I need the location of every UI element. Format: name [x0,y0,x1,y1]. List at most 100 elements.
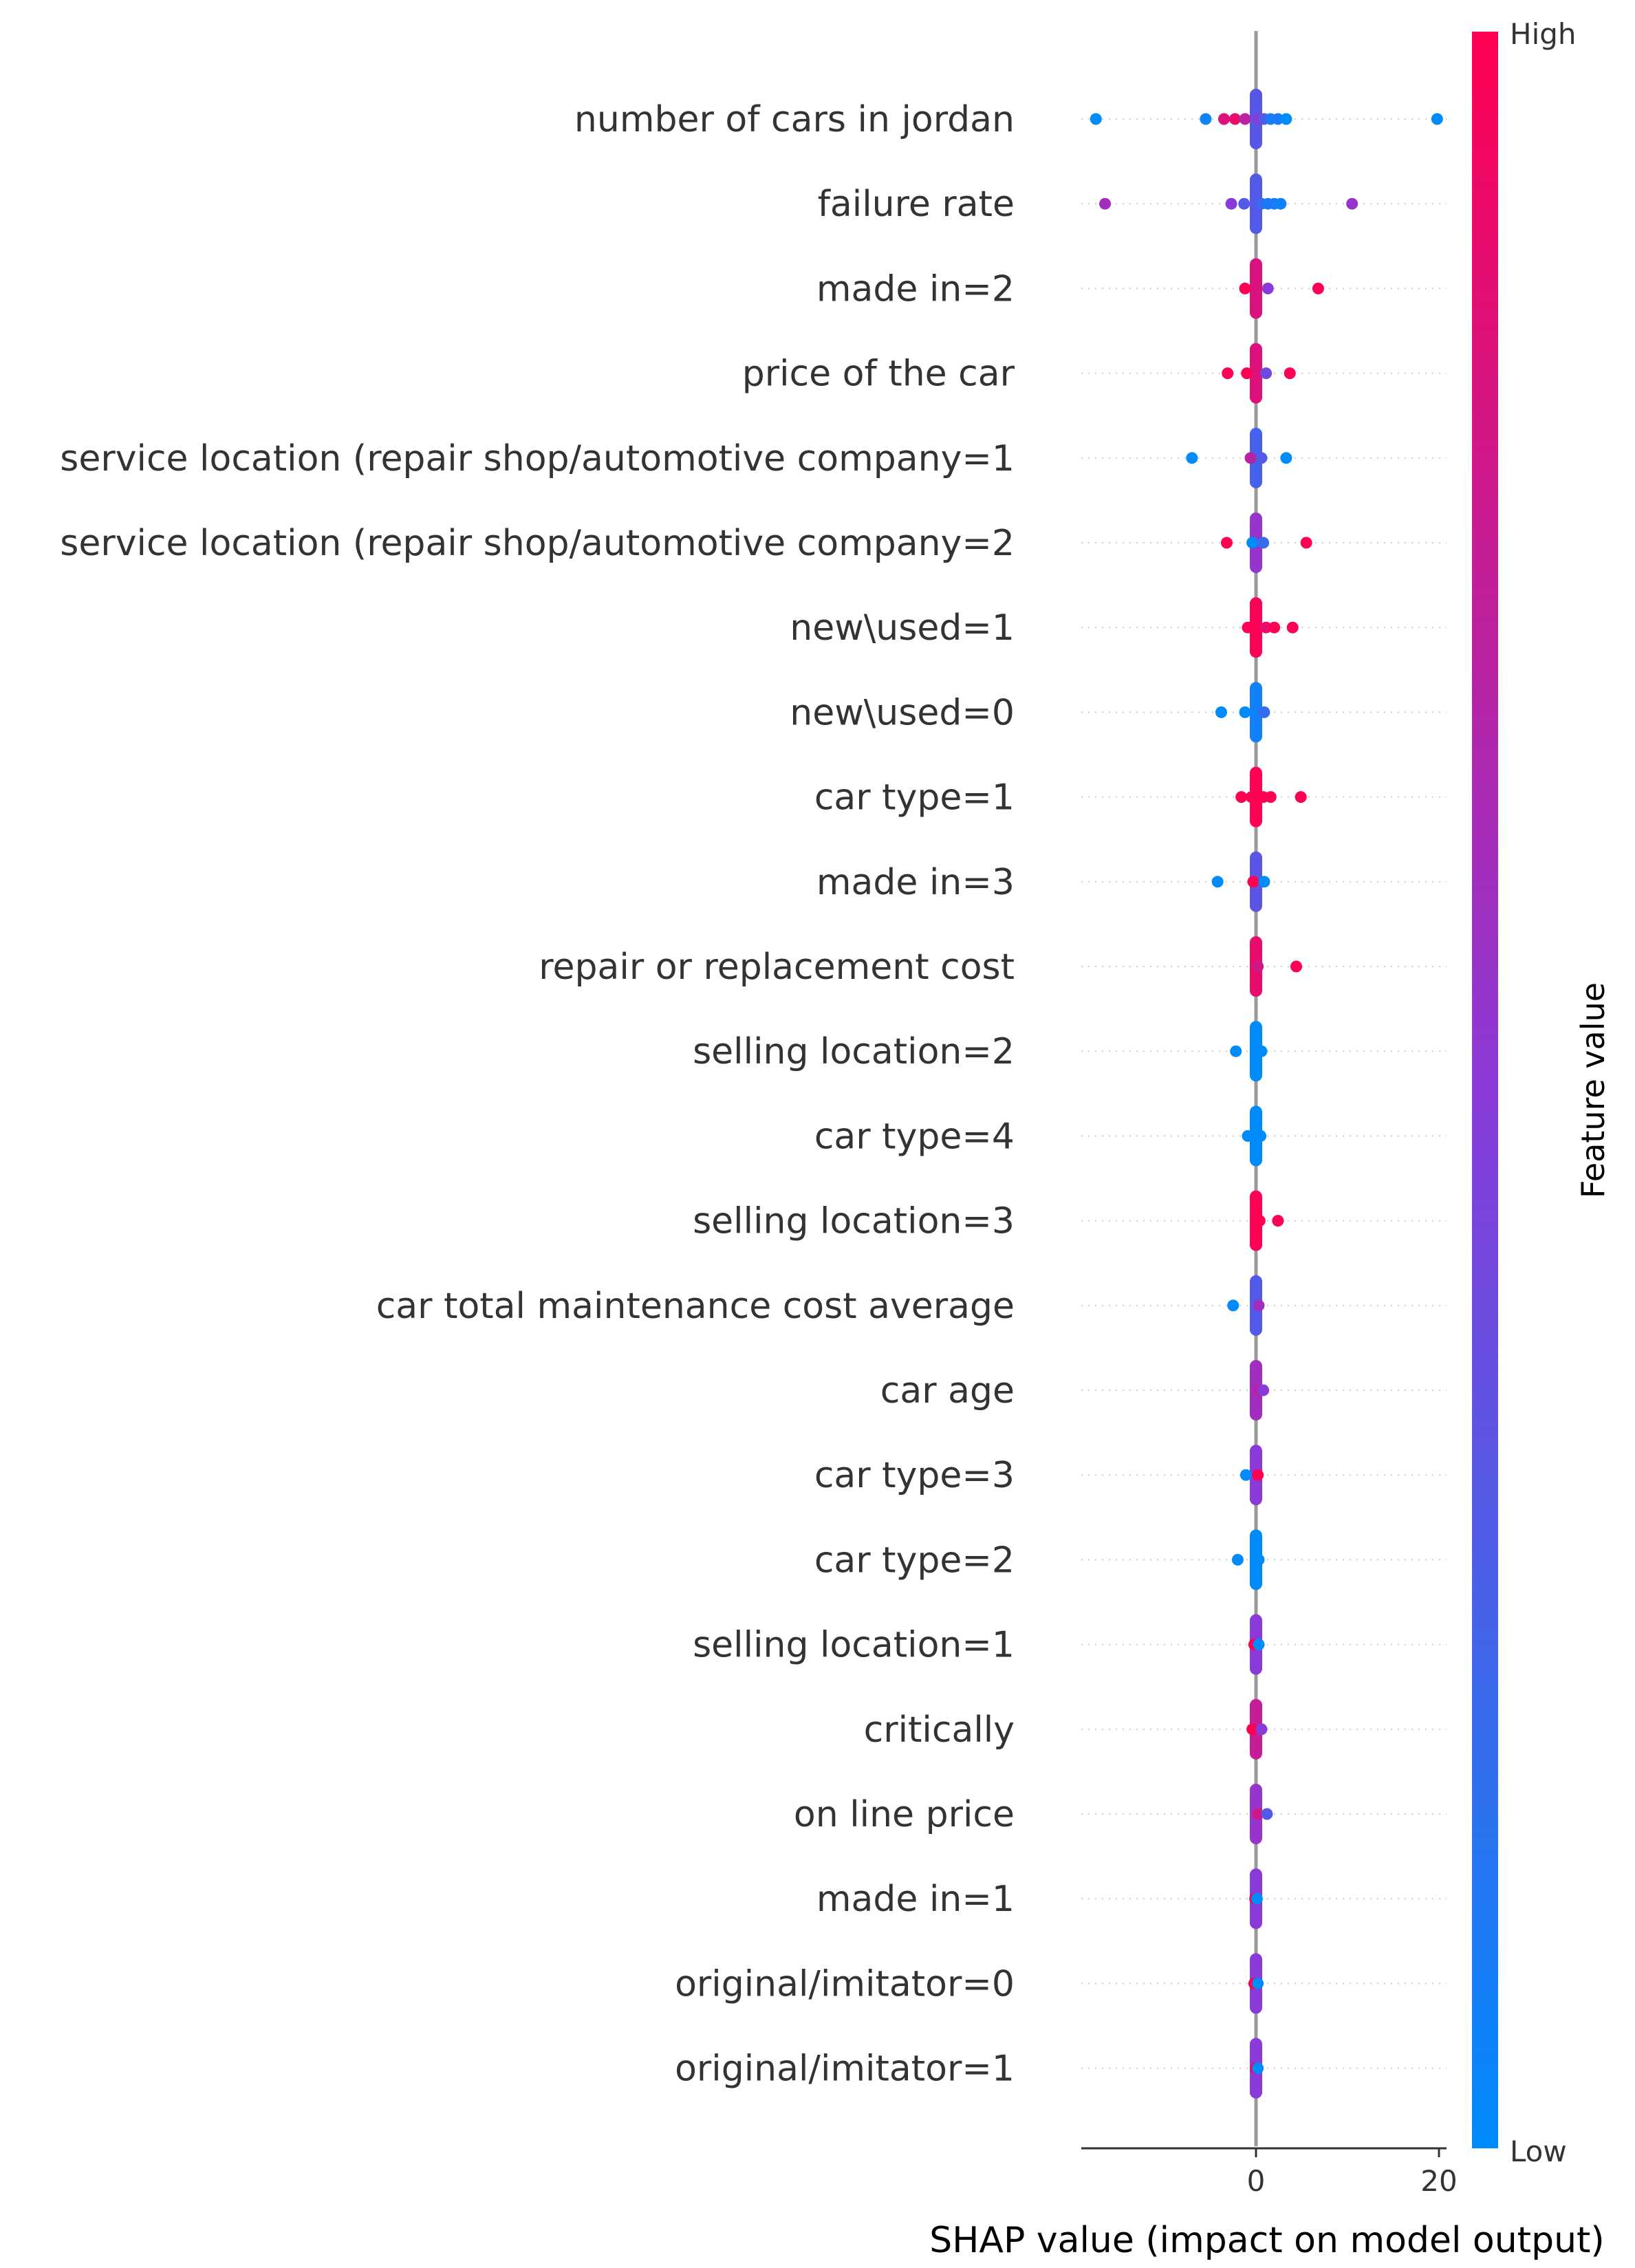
shap-point [1286,621,1299,634]
feature-label: failure rate [818,184,1015,225]
shap-point [1280,452,1292,464]
shap-point [1228,113,1241,125]
shap-point [1312,282,1324,294]
shap-point [1255,1130,1267,1142]
shap-point [1264,791,1277,803]
shap-point [1239,282,1251,294]
shap-point [1272,1215,1284,1227]
shap-point [1255,1045,1268,1057]
shap-point [1252,1469,1264,1481]
shap-point [1272,113,1284,125]
feature-label: made in=1 [816,1879,1015,1920]
shap-point [1275,197,1287,210]
x-axis-title: SHAP value (impact on model output) [929,2220,1604,2261]
shap-point [1220,537,1233,549]
shap-point-cluster [1250,597,1262,658]
feature-label: selling location=1 [693,1625,1015,1666]
shap-point [1252,960,1264,973]
feature-label: new\used=0 [790,692,1015,733]
shap-point [1268,621,1281,634]
shap-point [1300,537,1312,549]
shap-point [1255,452,1268,464]
shap-point [1295,791,1307,803]
colorbar-title: Feature value [1574,982,1612,1198]
shap-point [1246,537,1259,549]
shap-point [1230,1045,1242,1057]
shap-point [1260,621,1273,634]
shap-point [1246,1723,1259,1736]
shap-point [1242,621,1254,634]
shap-point [1257,537,1270,549]
feature-label: price of the car [742,354,1015,395]
x-ticks: 0 20 [1247,2148,1458,2198]
feature-label: made in=3 [816,862,1015,903]
shap-point [1225,197,1237,210]
shap-point [1238,197,1250,210]
colorbar: High Low Feature value [1472,17,1612,2168]
shap-point [1260,367,1273,380]
shap-point [1186,452,1198,464]
shap-point [1239,1469,1252,1481]
feature-label: car age [880,1370,1015,1412]
shap-point [1252,1808,1264,1820]
shap-point-cluster [1250,343,1262,404]
shap-point [1227,1299,1239,1312]
feature-label: on line price [794,1794,1015,1835]
shap-point [1239,113,1251,125]
shap-point [1258,876,1270,888]
shap-point [1253,1299,1265,1312]
shap-point [1231,1553,1244,1566]
shap-point [1239,706,1251,718]
colorbar-high-label: High [1510,17,1577,51]
shap-point [1262,282,1274,294]
feature-label: car type=2 [814,1540,1015,1581]
feature-label: repair or replacement cost [539,947,1015,988]
feature-label: car type=1 [814,777,1015,819]
shap-point [1242,1130,1254,1142]
feature-label: selling location=3 [693,1201,1015,1242]
shap-point [1090,113,1102,125]
shap-point [1222,367,1234,380]
feature-label: number of cars in jordan [574,99,1015,140]
shap-point [1252,2062,1264,2075]
shap-point [1346,197,1358,210]
feature-label: selling location=2 [693,1031,1015,1072]
shap-point [1431,113,1443,125]
shap-point-cluster [1250,258,1262,319]
shap-point [1250,1892,1263,1905]
feature-guides [1081,118,1447,2069]
shap-point [1252,1977,1264,1989]
shap-point [1215,706,1227,718]
shap-point [1200,113,1212,125]
shap-point [1290,960,1303,973]
feature-label: critically [864,1709,1015,1751]
shap-point [1245,791,1257,803]
shap-point [1253,1639,1265,1651]
shap-point [1241,367,1253,380]
shap-point [1280,113,1292,125]
feature-label: car total maintenance cost average [376,1286,1015,1327]
shap-point [1261,1808,1273,1820]
shap-point [1211,876,1224,888]
colorbar-low-label: Low [1510,2135,1567,2168]
x-tick-label: 0 [1247,2164,1266,2198]
feature-label: made in=2 [816,268,1015,310]
shap-point [1247,876,1259,888]
x-tick-label: 20 [1420,2164,1457,2198]
colorbar-gradient [1472,32,1498,2148]
shap-point [1217,113,1230,125]
feature-label: car type=4 [814,1116,1015,1157]
feature-label: service location (repair shop/automotive… [60,523,1015,564]
shap-point [1257,1384,1270,1396]
feature-label: original/imitator=1 [675,2049,1015,2090]
shap-point [1253,1215,1266,1227]
feature-label: original/imitator=0 [675,1963,1015,2005]
x-axis: 0 20 SHAP value (impact on model output) [929,2147,1605,2261]
shap-point [1244,452,1257,464]
shap-point [1099,197,1112,210]
shap-point [1235,791,1248,803]
shap-point [1255,1723,1268,1736]
feature-label: new\used=1 [790,607,1015,649]
feature-label: service location (repair shop/automotive… [60,438,1015,479]
